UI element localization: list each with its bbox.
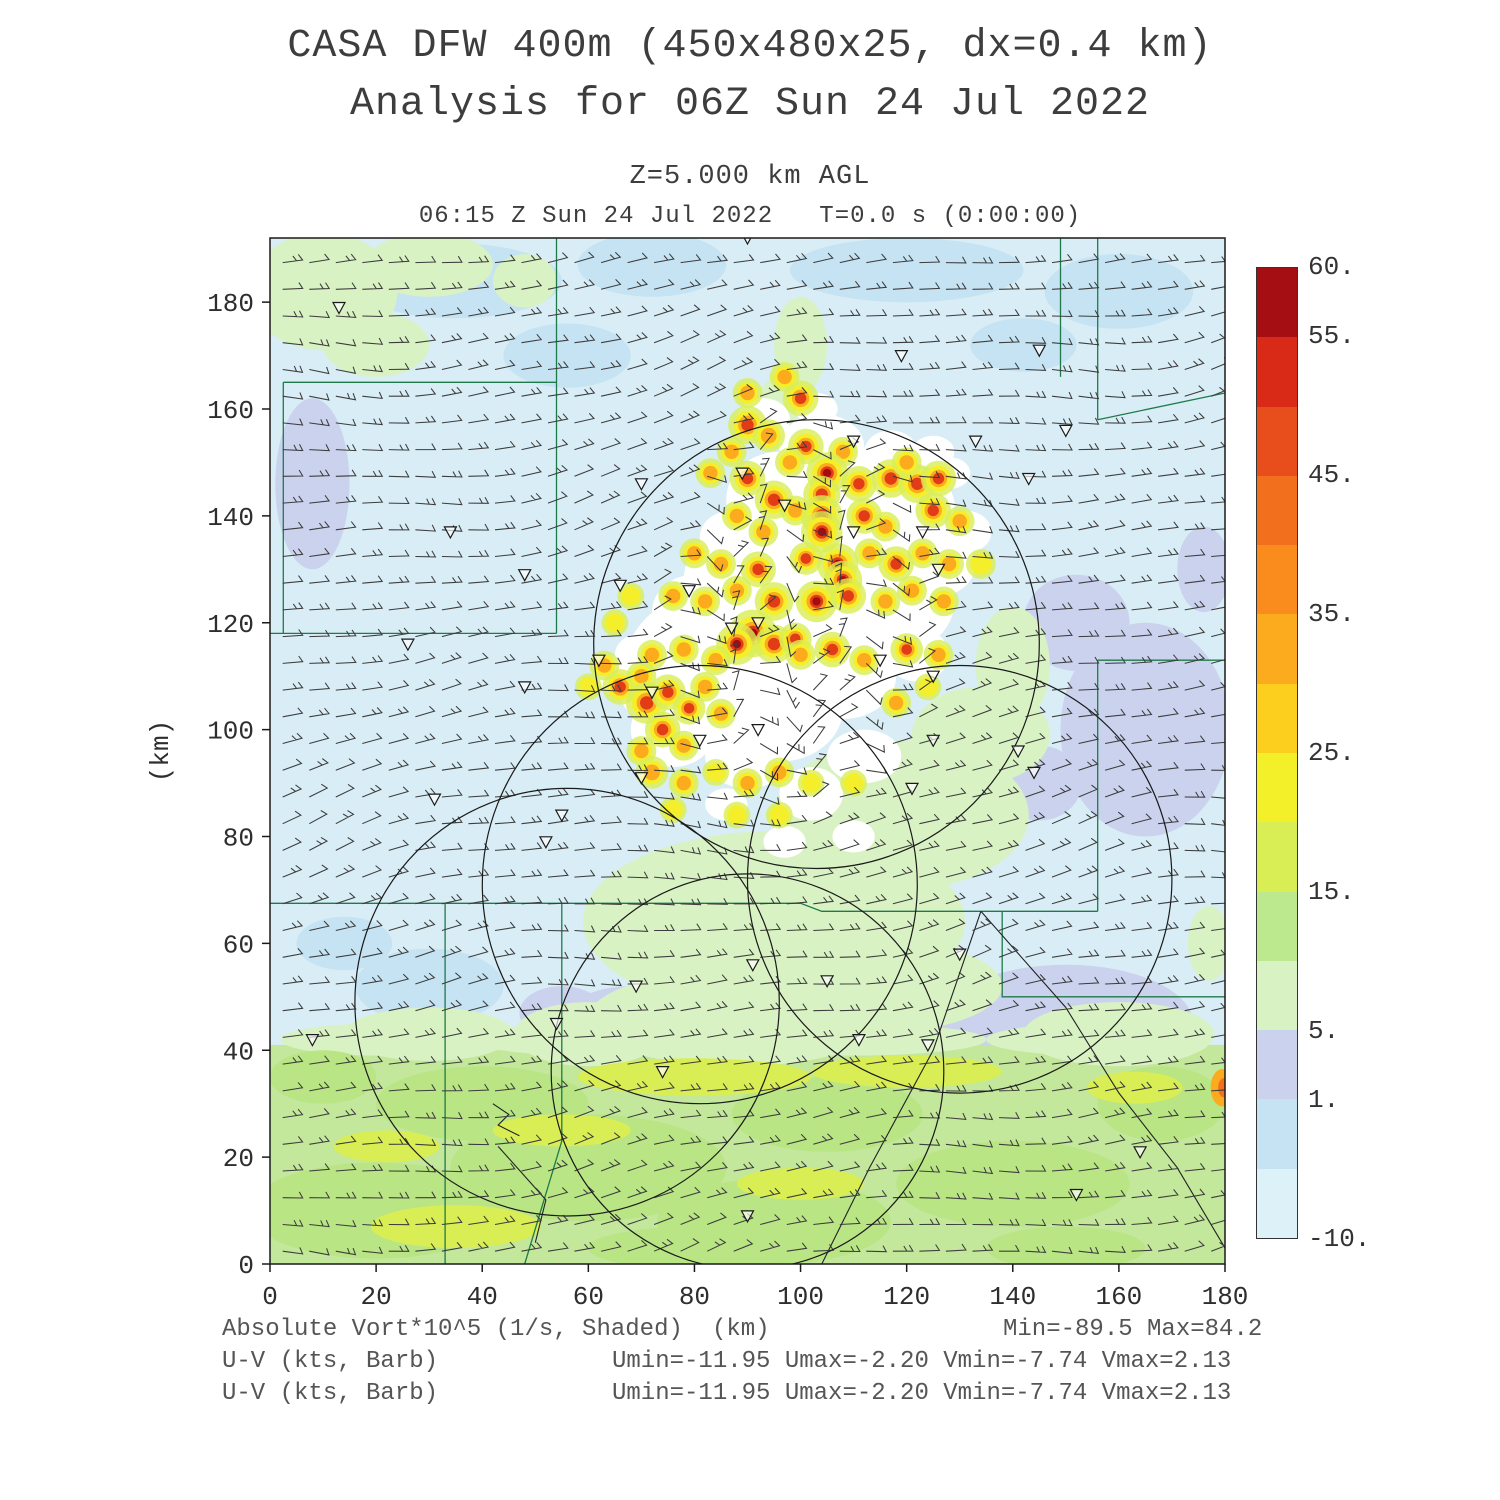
valid-time-label: 06:15 Z Sun 24 Jul 2022 T=0.0 s (0:00:00… — [418, 203, 1082, 230]
colorbar-segment — [1257, 1030, 1297, 1100]
colorbar-tick-label: 25. — [1308, 738, 1355, 768]
y-tick-label: 180 — [207, 289, 254, 319]
y-tick-label: 0 — [238, 1251, 254, 1281]
y-tick-label: 100 — [207, 717, 254, 747]
colorbar-segment — [1257, 268, 1297, 338]
x-axis-unit-label: (km) — [712, 1316, 770, 1343]
colorbar-tick-label: 35. — [1308, 599, 1355, 630]
colorbar-segment — [1257, 545, 1297, 615]
x-tick-label: 180 — [1202, 1282, 1249, 1312]
x-tick-label: 80 — [679, 1282, 710, 1312]
plot-title: CASA DFW 400m (450x480x25, dx=0.4 km) — [287, 24, 1213, 69]
colorbar-segment — [1257, 891, 1297, 961]
colorbar-tick-label: 1. — [1308, 1085, 1340, 1116]
x-tick-label: 100 — [777, 1282, 824, 1312]
plot-frame — [269, 237, 1226, 1265]
x-tick-label: 40 — [467, 1282, 498, 1312]
y-tick-label: 60 — [223, 930, 254, 960]
colorbar-tick-label: 60. — [1308, 252, 1355, 282]
colorbar-segment — [1257, 822, 1297, 892]
colorbar-segment — [1257, 475, 1297, 546]
legend-shaded-field: Absolute Vort*10^5 (1/s, Shaded) — [222, 1316, 683, 1343]
colorbar-tick-label: 15. — [1308, 876, 1355, 907]
plot-subtitle: Analysis for 06Z Sun 24 Jul 2022 — [349, 82, 1151, 127]
wind-minmax-1: Umin=-11.95 Umax=-2.20 Vmin=-7.74 Vmax=2… — [612, 1348, 1232, 1375]
y-tick-label: 40 — [223, 1037, 254, 1067]
colorbar — [1256, 267, 1298, 1239]
level-label: Z=5.000 km AGL — [629, 162, 871, 192]
colorbar-segment — [1257, 1099, 1297, 1169]
colorbar-tick-label: 55. — [1308, 321, 1355, 352]
colorbar-segment — [1257, 406, 1297, 476]
x-tick-label: 20 — [361, 1282, 392, 1312]
y-tick-label: 140 — [207, 503, 254, 533]
colorbar-segment — [1257, 337, 1297, 407]
colorbar-tick-label: -10. — [1308, 1224, 1371, 1254]
colorbar-tick-label: 45. — [1308, 460, 1355, 491]
y-tick-label: 120 — [207, 610, 254, 640]
wind-minmax-2: Umin=-11.95 Umax=-2.20 Vmin=-7.74 Vmax=2… — [612, 1380, 1232, 1407]
legend-wind-barb-1: U-V (kts, Barb) — [222, 1348, 439, 1375]
colorbar-segment — [1257, 752, 1297, 823]
colorbar-segment — [1257, 1168, 1297, 1238]
y-tick-label: 80 — [223, 824, 254, 854]
y-tick-label: 160 — [207, 396, 254, 426]
vorticity-map: 0 20 40 60 80 100 120 140 160 180 0 20 40 60 80 100 120 1… — [146, 237, 1249, 1312]
colorbar-segment — [1257, 683, 1297, 753]
colorbar-segment — [1257, 614, 1297, 684]
x-tick-label: 160 — [1095, 1282, 1142, 1312]
map-canvas — [270, 238, 1225, 1264]
x-tick-label: 60 — [573, 1282, 604, 1312]
colorbar-segment — [1257, 960, 1297, 1031]
field-minmax: Min=-89.5 Max=84.2 — [1003, 1316, 1263, 1343]
y-axis-unit-label: (km) — [146, 720, 176, 782]
colorbar-tick-label: 5. — [1308, 1015, 1340, 1046]
legend-wind-barb-2: U-V (kts, Barb) — [222, 1380, 439, 1407]
x-tick-label: 140 — [989, 1282, 1036, 1312]
y-tick-label: 20 — [223, 1144, 254, 1174]
x-tick-label: 0 — [262, 1282, 278, 1312]
x-tick-label: 120 — [883, 1282, 930, 1312]
